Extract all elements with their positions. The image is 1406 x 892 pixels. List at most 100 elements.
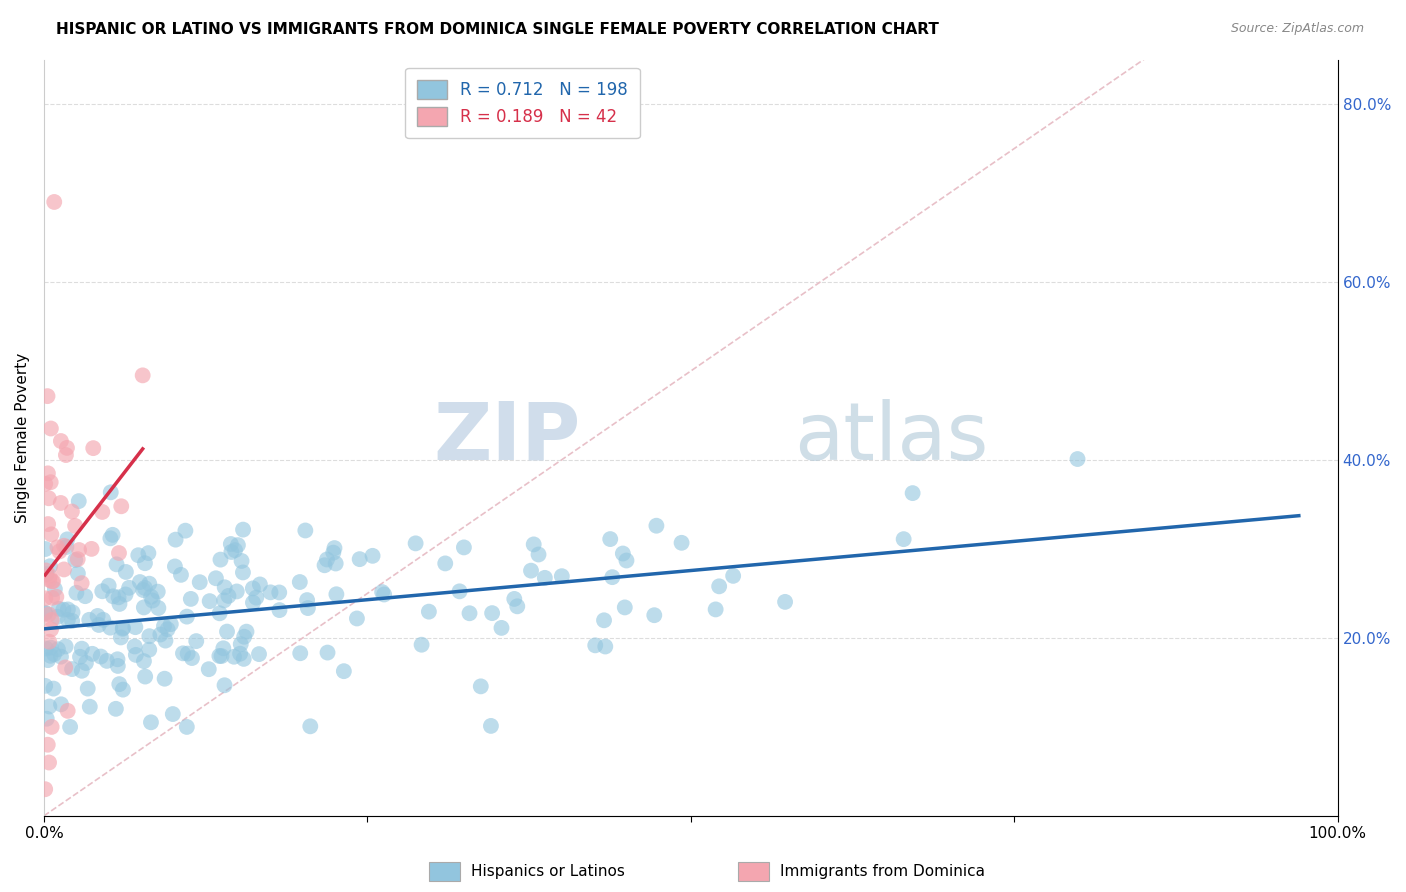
Hispanics or Latinos [48,601,70,615]
Hispanics or Latinos [34,679,56,693]
Immigrants from Dominica [63,519,86,533]
Hispanics or Latinos [124,620,146,634]
Immigrants from Dominica [38,569,60,583]
Hispanics or Latinos [39,648,62,663]
Hispanics or Latinos [893,532,915,546]
Hispanics or Latinos [134,581,156,595]
Hispanics or Latinos [125,648,148,662]
Hispanics or Latinos [111,682,134,697]
Hispanics or Latinos [49,698,72,712]
Hispanics or Latinos [111,622,134,636]
Immigrants from Dominica [70,576,93,591]
Hispanics or Latinos [297,601,319,615]
Hispanics or Latinos [82,647,104,661]
Hispanics or Latinos [91,584,114,599]
Hispanics or Latinos [163,559,186,574]
Hispanics or Latinos [52,603,75,617]
Immigrants from Dominica [60,504,83,518]
Hispanics or Latinos [242,596,264,610]
Hispanics or Latinos [132,654,155,668]
Hispanics or Latinos [146,584,169,599]
Hispanics or Latinos [34,606,56,620]
Hispanics or Latinos [42,647,65,661]
Hispanics or Latinos [1066,452,1088,467]
Hispanics or Latinos [172,646,194,660]
Hispanics or Latinos [101,528,124,542]
Hispanics or Latinos [138,576,160,591]
Hispanics or Latinos [222,649,245,664]
Hispanics or Latinos [346,611,368,625]
Hispanics or Latinos [114,587,136,601]
Hispanics or Latinos [209,552,232,566]
Hispanics or Latinos [197,662,219,676]
Immigrants from Dominica [34,476,56,491]
Hispanics or Latinos [242,582,264,596]
Hispanics or Latinos [70,664,93,678]
Hispanics or Latinos [108,597,131,611]
Hispanics or Latinos [67,494,90,508]
Immigrants from Dominica [44,194,66,209]
Immigrants from Dominica [37,467,59,481]
Text: ZIP: ZIP [433,399,581,476]
Hispanics or Latinos [62,606,84,620]
Immigrants from Dominica [91,505,114,519]
Immigrants from Dominica [39,421,62,435]
Hispanics or Latinos [110,631,132,645]
Text: Hispanics or Latinos: Hispanics or Latinos [471,864,624,879]
Hispanics or Latinos [148,601,170,615]
Hispanics or Latinos [176,720,198,734]
Hispanics or Latinos [97,579,120,593]
Hispanics or Latinos [214,678,236,692]
Hispanics or Latinos [39,640,62,655]
Hispanics or Latinos [34,541,56,556]
Hispanics or Latinos [599,532,621,546]
Hispanics or Latinos [294,524,316,538]
Immigrants from Dominica [34,591,56,606]
Immigrants from Dominica [35,563,58,577]
Hispanics or Latinos [55,640,77,654]
Hispanics or Latinos [98,621,121,635]
Hispanics or Latinos [299,719,322,733]
Hispanics or Latinos [91,613,114,627]
Hispanics or Latinos [593,613,616,627]
Hispanics or Latinos [349,552,371,566]
Hispanics or Latinos [215,624,238,639]
Immigrants from Dominica [41,720,63,734]
Hispanics or Latinos [290,646,312,660]
Hispanics or Latinos [176,609,198,624]
Hispanics or Latinos [188,575,211,590]
Immigrants from Dominica [67,543,90,558]
Hispanics or Latinos [39,559,62,574]
Immigrants from Dominica [80,541,103,556]
Hispanics or Latinos [249,577,271,591]
Hispanics or Latinos [503,591,526,606]
Hispanics or Latinos [295,593,318,607]
Hispanics or Latinos [449,584,471,599]
Legend: R = 0.712   N = 198, R = 0.189   N = 42: R = 0.712 N = 198, R = 0.189 N = 42 [405,68,640,138]
Hispanics or Latinos [108,677,131,691]
Text: atlas: atlas [794,399,988,476]
Hispanics or Latinos [124,640,146,654]
Hispanics or Latinos [523,537,546,551]
Hispanics or Latinos [56,533,79,547]
Hispanics or Latinos [60,614,83,628]
Hispanics or Latinos [86,609,108,624]
Hispanics or Latinos [42,681,65,696]
Hispanics or Latinos [491,621,513,635]
Hispanics or Latinos [212,641,235,656]
Hispanics or Latinos [46,610,69,624]
Hispanics or Latinos [229,637,252,651]
Immigrants from Dominica [55,448,77,462]
Hispanics or Latinos [219,537,242,551]
Hispanics or Latinos [141,593,163,607]
Hispanics or Latinos [613,600,636,615]
Hispanics or Latinos [205,571,228,585]
Hispanics or Latinos [87,618,110,632]
Hispanics or Latinos [226,538,249,552]
Hispanics or Latinos [104,702,127,716]
Hispanics or Latinos [458,607,481,621]
Hispanics or Latinos [100,485,122,500]
Hispanics or Latinos [288,575,311,590]
Hispanics or Latinos [418,605,440,619]
Hispanics or Latinos [96,654,118,668]
